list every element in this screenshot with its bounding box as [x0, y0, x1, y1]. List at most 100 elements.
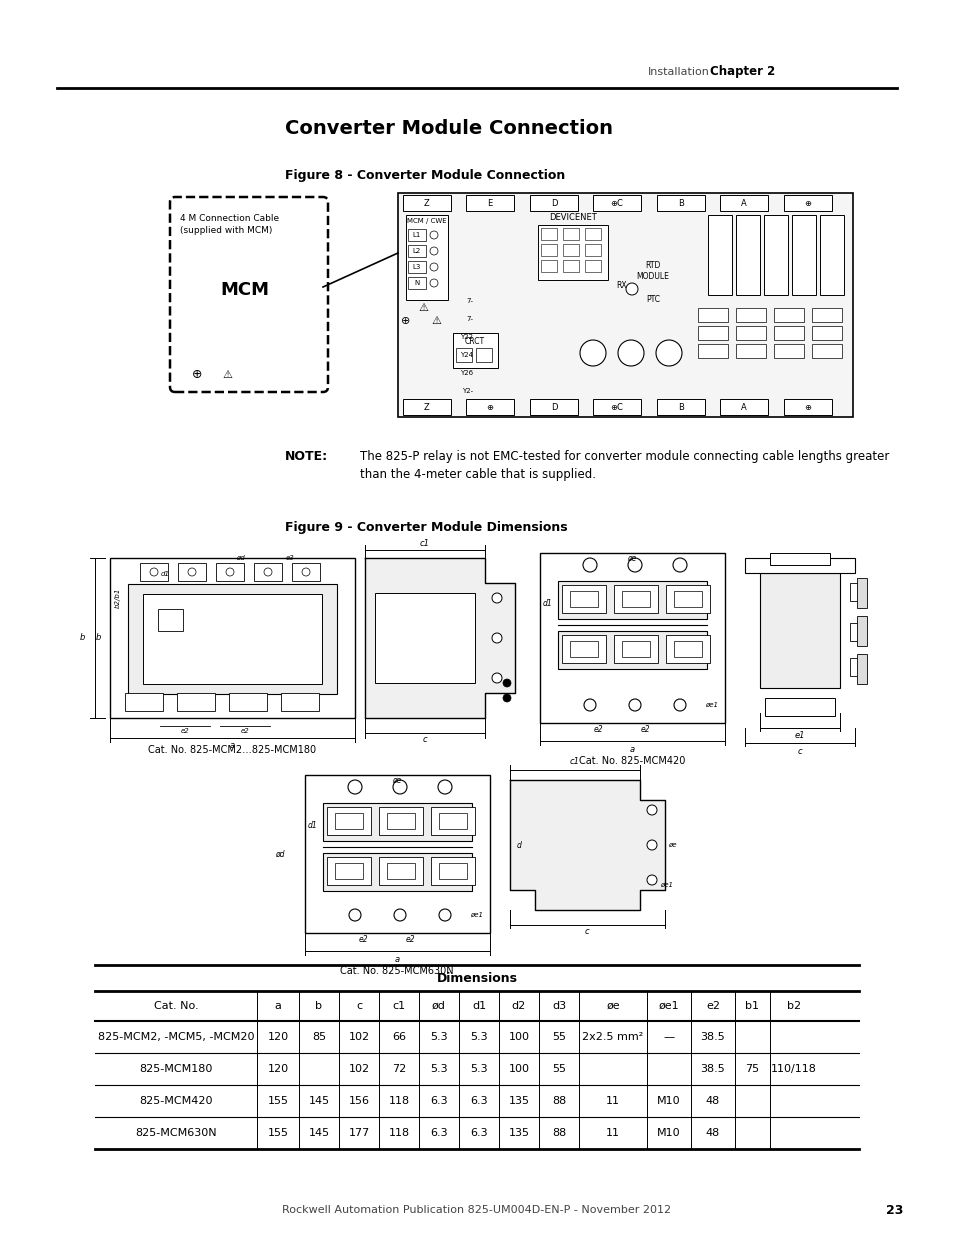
Text: 825-MCM630N: 825-MCM630N [135, 1128, 216, 1137]
Bar [614, 635, 658, 663]
Bar [856, 655, 866, 684]
Text: 135: 135 [508, 1128, 529, 1137]
Circle shape [646, 840, 657, 850]
Text: ⚠: ⚠ [417, 303, 428, 312]
Text: Y22: Y22 [459, 333, 473, 340]
Bar [849, 583, 862, 601]
Text: D: D [550, 199, 557, 207]
Text: øe: øe [392, 776, 401, 784]
Bar [229, 693, 267, 711]
Bar [110, 558, 355, 718]
Text: M10: M10 [657, 1128, 680, 1137]
Bar [178, 563, 206, 580]
Text: 825-MCM420: 825-MCM420 [139, 1095, 213, 1107]
Bar [397, 193, 852, 417]
Text: Rockwell Automation Publication 825-UM004D-EN-P - November 2012: Rockwell Automation Publication 825-UM00… [282, 1205, 671, 1215]
Text: 38.5: 38.5 [700, 1032, 724, 1042]
Bar [140, 563, 168, 580]
Text: The 825-P relay is not EMC-tested for converter module connecting cable lengths : The 825-P relay is not EMC-tested for co… [359, 450, 888, 480]
Bar [305, 776, 490, 932]
Text: ⊕: ⊕ [803, 199, 811, 207]
Text: 11: 11 [605, 1128, 619, 1137]
Text: 5.3: 5.3 [430, 1065, 447, 1074]
Circle shape [646, 876, 657, 885]
Bar [735, 345, 765, 358]
Text: øe1: øe1 [658, 1002, 679, 1011]
Bar [665, 585, 709, 613]
Bar [281, 693, 318, 711]
Text: b2/b1: b2/b1 [115, 588, 121, 608]
Text: 155: 155 [267, 1095, 288, 1107]
Text: D: D [550, 403, 557, 411]
Text: ⊕: ⊕ [486, 403, 493, 411]
Bar [760, 573, 840, 688]
Text: b: b [95, 634, 101, 642]
Circle shape [628, 699, 640, 711]
Text: 2x2.5 mm²: 2x2.5 mm² [581, 1032, 643, 1042]
Bar [673, 592, 701, 606]
Text: 72: 72 [392, 1065, 406, 1074]
Bar [665, 635, 709, 663]
Text: a: a [274, 1002, 281, 1011]
Bar [614, 585, 658, 613]
Text: 48: 48 [705, 1095, 720, 1107]
Text: e2: e2 [639, 725, 649, 734]
Bar [763, 215, 787, 295]
Text: d2: d2 [512, 1002, 525, 1011]
Text: 155: 155 [267, 1128, 288, 1137]
Bar [562, 261, 578, 272]
Text: ⊕: ⊕ [192, 368, 202, 382]
Bar [744, 558, 854, 573]
Bar [773, 308, 803, 322]
Bar [811, 345, 841, 358]
Bar [720, 195, 767, 211]
Text: CRCT: CRCT [464, 336, 484, 346]
Text: 5.3: 5.3 [470, 1032, 487, 1042]
Circle shape [437, 781, 452, 794]
Text: 85: 85 [312, 1032, 326, 1042]
Text: A: A [740, 403, 746, 411]
Text: e2: e2 [593, 725, 602, 734]
Text: B: B [678, 199, 683, 207]
Bar [849, 658, 862, 676]
Text: ød: ød [235, 555, 244, 561]
Circle shape [349, 909, 360, 921]
Circle shape [656, 340, 681, 366]
Text: c: c [422, 736, 427, 745]
Text: 156: 156 [348, 1095, 369, 1107]
Bar [378, 857, 422, 885]
Text: 7-: 7- [465, 316, 473, 322]
Bar [530, 195, 578, 211]
Text: 66: 66 [392, 1032, 406, 1042]
Bar [431, 806, 475, 835]
Circle shape [430, 279, 437, 287]
Bar [402, 195, 451, 211]
Bar [735, 308, 765, 322]
Bar [657, 195, 704, 211]
Circle shape [492, 593, 501, 603]
Text: Y26: Y26 [459, 370, 473, 375]
Bar [305, 280, 320, 303]
Bar [387, 813, 415, 829]
Polygon shape [510, 781, 664, 910]
Text: d1: d1 [472, 1002, 485, 1011]
Circle shape [302, 568, 310, 576]
Text: b1: b1 [744, 1002, 759, 1011]
Bar [540, 245, 557, 256]
Text: MCM: MCM [220, 282, 269, 299]
Bar [128, 584, 336, 694]
Bar [210, 252, 280, 327]
Text: PTC: PTC [645, 294, 659, 304]
Text: ⊕: ⊕ [803, 403, 811, 411]
Text: 6.3: 6.3 [470, 1095, 487, 1107]
Circle shape [627, 558, 641, 572]
Text: e3: e3 [285, 555, 294, 561]
Bar [408, 228, 426, 241]
Text: 825-MCM2, -MCM5, -MCM20: 825-MCM2, -MCM5, -MCM20 [97, 1032, 254, 1042]
Circle shape [492, 634, 501, 643]
Text: L2: L2 [413, 248, 420, 254]
Circle shape [502, 694, 511, 701]
Text: Cat. No. 825-MCM630N: Cat. No. 825-MCM630N [340, 966, 454, 976]
Bar [143, 594, 322, 684]
Text: c1: c1 [569, 757, 579, 767]
